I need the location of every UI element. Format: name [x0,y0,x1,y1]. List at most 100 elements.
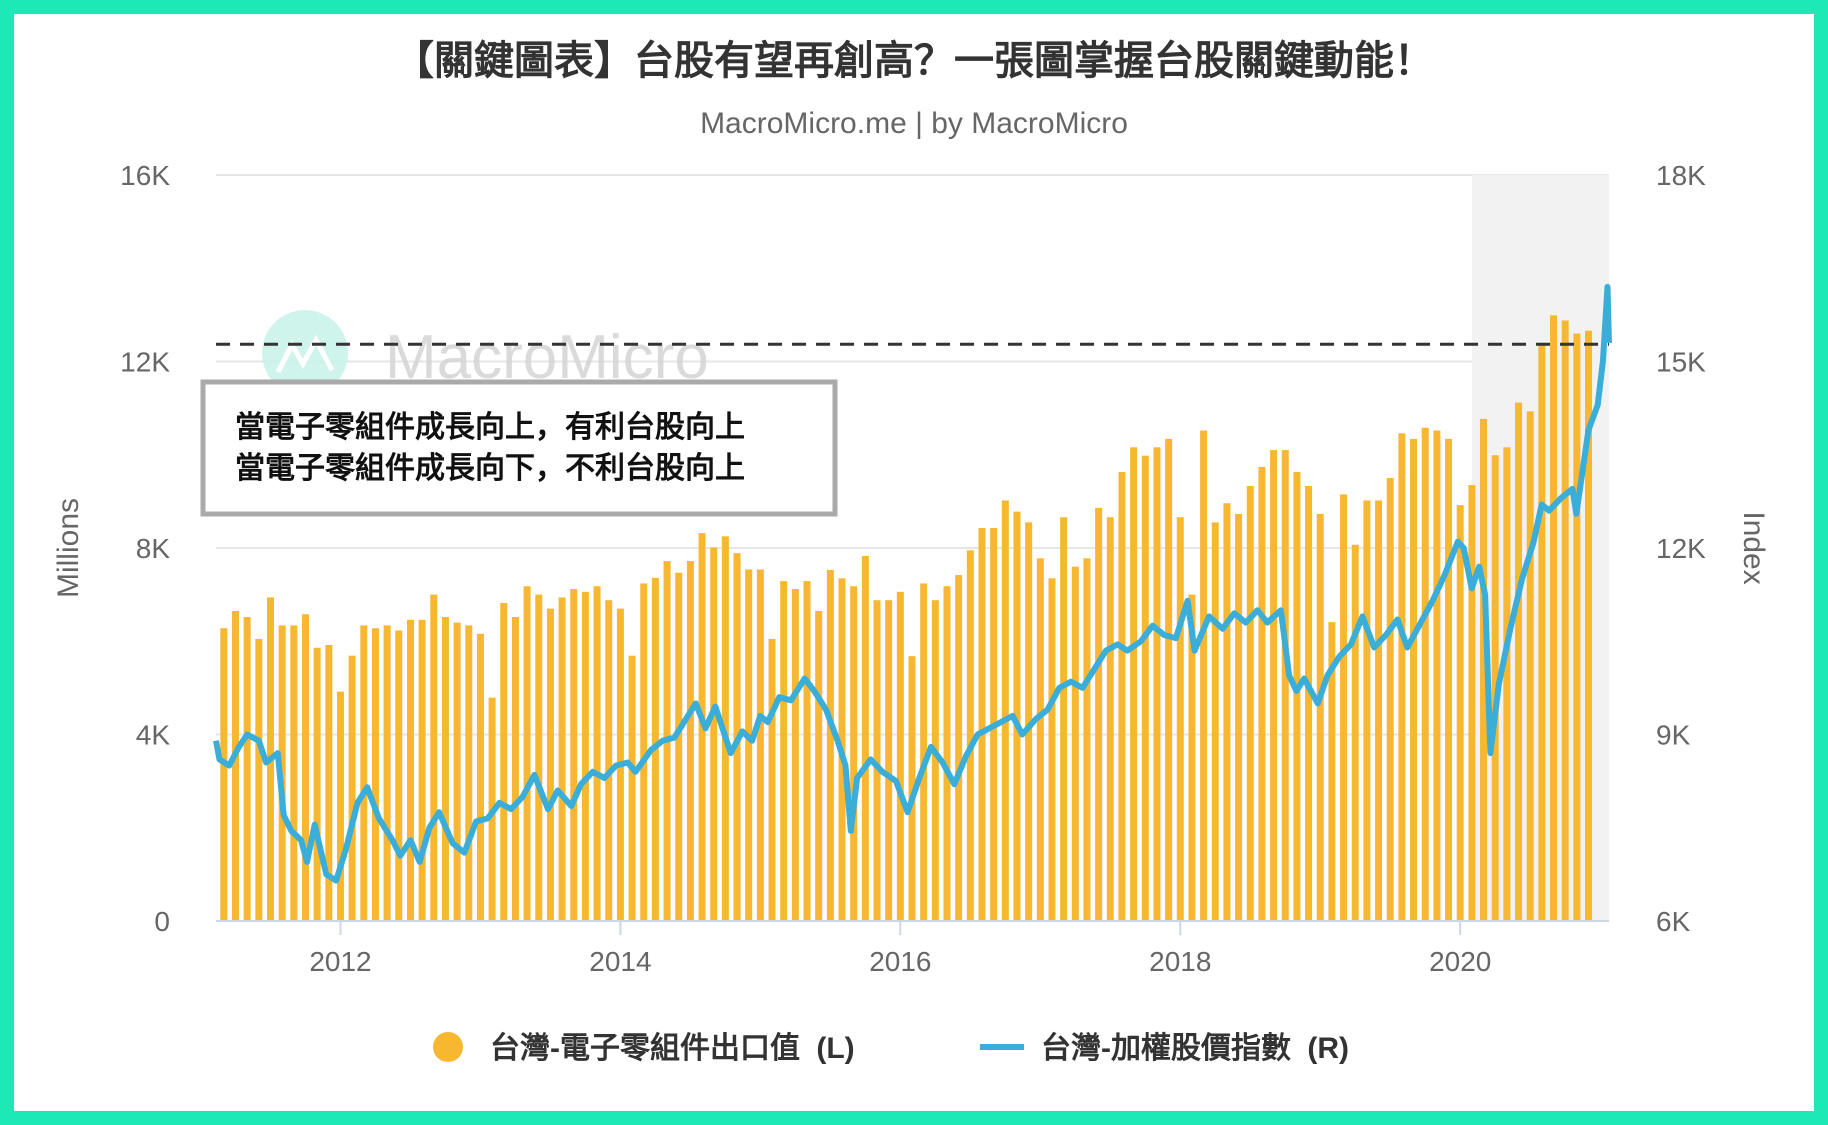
bar [1316,513,1324,921]
annotation-line-1: 當電子零組件成長向上，有利台股向上 [235,410,745,444]
bar [1456,505,1464,921]
bar [1328,622,1336,921]
bar [850,586,858,921]
bar [1246,485,1254,921]
legend-bars-marker-icon [433,1032,463,1062]
bar [523,586,531,921]
bar [1048,578,1056,921]
bar [1188,594,1196,921]
bar [1200,430,1208,921]
bar [360,625,368,921]
bar [430,594,438,921]
bar [1398,433,1406,921]
bar [1526,411,1534,921]
bar [1491,455,1499,921]
bar [745,569,753,921]
bar [1118,472,1126,921]
bar [1351,544,1359,921]
bar [1410,438,1418,921]
left-tick-label: 0 [154,906,170,937]
x-tick-label: 2020 [1429,946,1491,977]
bar [1235,513,1243,921]
legend-line-suffix: (R) [1307,1032,1349,1065]
bar [500,603,508,921]
bar [873,600,881,921]
bar [1503,447,1511,921]
bar [243,617,251,921]
bar [896,591,904,921]
right-tick-label: 9K [1656,720,1691,751]
bar [348,655,356,921]
svg-text:台灣-電子零組件出口值 (L): 台灣-電子零組件出口值 (L) [490,1031,855,1065]
bar [325,644,333,921]
bar [885,600,893,921]
bar [581,591,589,921]
bar [593,586,601,921]
bar [803,581,811,921]
bar [686,561,694,921]
left-axis-title: Millions [52,498,85,598]
bar [931,600,939,921]
legend-item-line[interactable]: 台灣-加權股價指數 (R) [980,1031,1349,1065]
left-axis-ticks: 0 4K 8K 12K 16K [120,160,170,937]
bar [1585,330,1593,921]
bar [640,583,648,921]
bar [1433,430,1441,921]
left-tick-label: 8K [136,533,171,564]
right-axis-ticks: 6K 9K 12K 15K 18K [1656,160,1706,937]
legend-bars-suffix: (L) [816,1032,854,1065]
bar [1270,450,1278,921]
bar [476,633,484,921]
bar [780,581,788,921]
bar [465,625,473,921]
bar [1153,447,1161,921]
bar [920,583,928,921]
bar [336,691,344,921]
chart-subtitle[interactable]: MacroMicro.me | by MacroMicro [700,107,1128,140]
bar [1001,500,1009,921]
right-tick-label: 18K [1656,160,1706,191]
bar [1305,485,1313,921]
bar [1386,478,1394,921]
bar [815,610,823,921]
bar-series [220,315,1593,922]
bar [395,630,403,921]
bar [535,594,543,921]
bar [1141,455,1149,921]
bar [1095,507,1103,921]
annotation-box: 當電子零組件成長向上，有利台股向上 當電子零組件成長向下，不利台股向上 [200,379,838,517]
bar [231,610,239,921]
bar [1293,472,1301,921]
bar [1165,438,1173,921]
chart-title: 【關鍵圖表】台股有望再創高？一張圖掌握台股關鍵動能！ [394,38,1434,83]
bar [558,597,566,921]
bar [955,575,963,921]
bar [1083,558,1091,921]
left-tick-label: 4K [136,720,171,751]
bar [1223,503,1231,921]
x-axis-ticks: 2012 2014 2016 2018 2020 [309,921,1491,977]
bar [1445,438,1453,921]
bar [1515,402,1523,921]
bar [756,569,764,921]
bar [1258,466,1266,921]
bar [301,614,309,921]
legend-item-bars[interactable]: 台灣-電子零組件出口值 (L) [433,1031,855,1065]
right-tick-label: 12K [1656,533,1706,564]
watermark-logo-chart-icon [275,334,335,374]
right-tick-label: 15K [1656,347,1706,378]
bar [1573,333,1581,921]
bar [943,586,951,921]
annotation-line-2: 當電子零組件成長向下，不利台股向上 [235,451,745,485]
bar [966,550,974,921]
bar [1071,566,1079,921]
bar [220,628,228,921]
bar [511,617,519,921]
left-tick-label: 16K [120,160,170,191]
bar [1013,511,1021,921]
bar [1468,485,1476,921]
x-tick-label: 2012 [309,946,371,977]
bar [1130,447,1138,921]
bar [1421,427,1429,921]
